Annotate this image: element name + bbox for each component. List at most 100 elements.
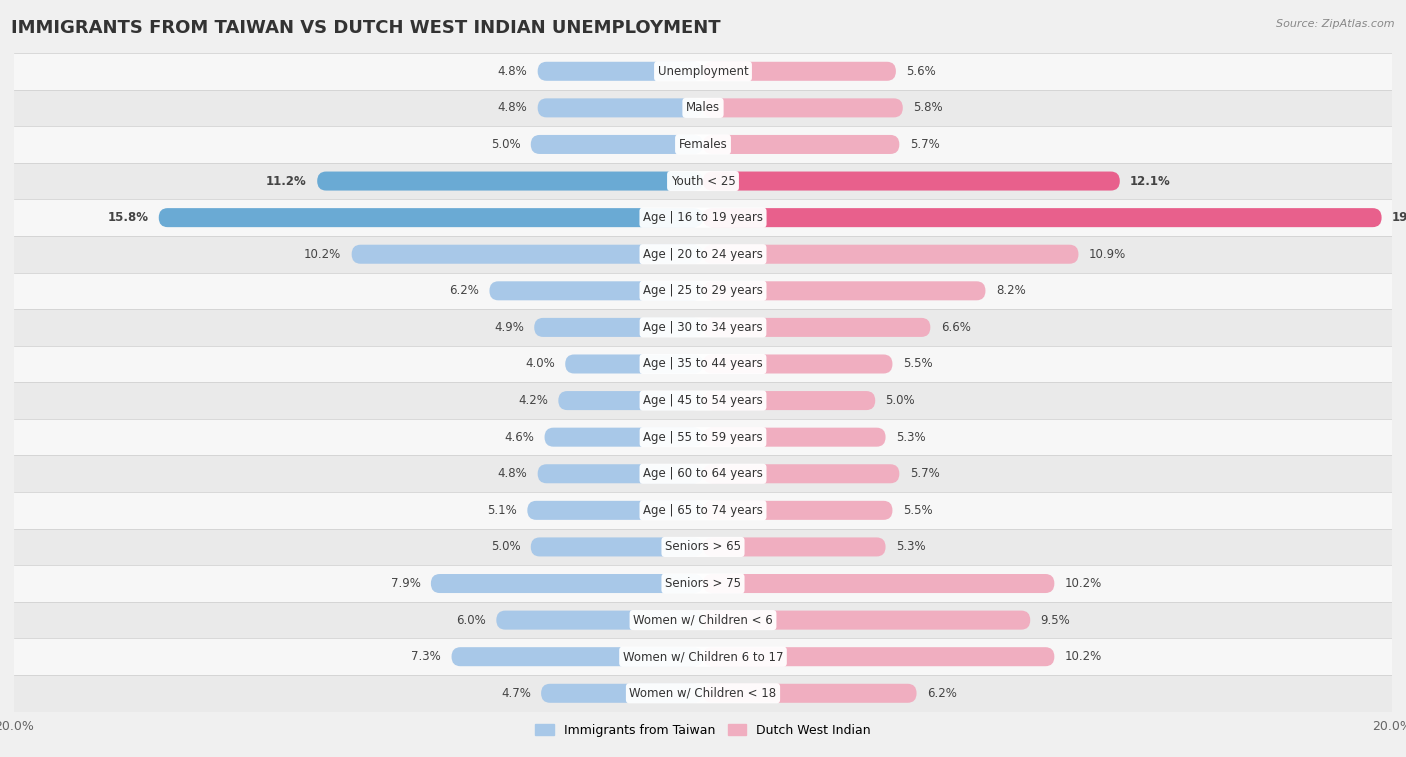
FancyBboxPatch shape <box>531 135 703 154</box>
Bar <box>14 382 1392 419</box>
FancyBboxPatch shape <box>703 501 893 520</box>
FancyBboxPatch shape <box>544 428 703 447</box>
Text: Age | 25 to 29 years: Age | 25 to 29 years <box>643 285 763 298</box>
Text: 7.9%: 7.9% <box>391 577 420 590</box>
FancyBboxPatch shape <box>159 208 703 227</box>
Text: 15.8%: 15.8% <box>107 211 149 224</box>
FancyBboxPatch shape <box>531 537 703 556</box>
FancyBboxPatch shape <box>703 647 1054 666</box>
Bar <box>14 492 1392 528</box>
Text: 19.7%: 19.7% <box>1392 211 1406 224</box>
FancyBboxPatch shape <box>527 501 703 520</box>
FancyBboxPatch shape <box>537 62 703 81</box>
FancyBboxPatch shape <box>703 574 1054 593</box>
Text: Males: Males <box>686 101 720 114</box>
Bar <box>14 675 1392 712</box>
Text: Age | 35 to 44 years: Age | 35 to 44 years <box>643 357 763 370</box>
Text: 4.2%: 4.2% <box>519 394 548 407</box>
Bar <box>14 89 1392 126</box>
FancyBboxPatch shape <box>537 464 703 483</box>
FancyBboxPatch shape <box>703 354 893 373</box>
Text: 6.2%: 6.2% <box>450 285 479 298</box>
Bar <box>14 236 1392 273</box>
Text: Age | 16 to 19 years: Age | 16 to 19 years <box>643 211 763 224</box>
Bar <box>14 638 1392 675</box>
FancyBboxPatch shape <box>703 684 917 702</box>
Text: 5.1%: 5.1% <box>488 504 517 517</box>
Text: 5.0%: 5.0% <box>491 138 520 151</box>
FancyBboxPatch shape <box>496 611 703 630</box>
Text: Women w/ Children 6 to 17: Women w/ Children 6 to 17 <box>623 650 783 663</box>
Text: Age | 55 to 59 years: Age | 55 to 59 years <box>643 431 763 444</box>
Bar <box>14 528 1392 565</box>
Text: IMMIGRANTS FROM TAIWAN VS DUTCH WEST INDIAN UNEMPLOYMENT: IMMIGRANTS FROM TAIWAN VS DUTCH WEST IND… <box>11 19 721 37</box>
FancyBboxPatch shape <box>703 428 886 447</box>
Text: 5.7%: 5.7% <box>910 467 939 480</box>
FancyBboxPatch shape <box>703 391 875 410</box>
FancyBboxPatch shape <box>703 245 1078 263</box>
Text: 4.0%: 4.0% <box>524 357 555 370</box>
Text: 5.3%: 5.3% <box>896 431 925 444</box>
Text: Seniors > 65: Seniors > 65 <box>665 540 741 553</box>
FancyBboxPatch shape <box>451 647 703 666</box>
Text: Age | 30 to 34 years: Age | 30 to 34 years <box>643 321 763 334</box>
Bar <box>14 602 1392 638</box>
Bar <box>14 565 1392 602</box>
Text: 5.7%: 5.7% <box>910 138 939 151</box>
Text: 6.6%: 6.6% <box>941 321 970 334</box>
Bar <box>14 346 1392 382</box>
FancyBboxPatch shape <box>558 391 703 410</box>
FancyBboxPatch shape <box>703 318 931 337</box>
FancyBboxPatch shape <box>489 282 703 301</box>
Legend: Immigrants from Taiwan, Dutch West Indian: Immigrants from Taiwan, Dutch West India… <box>530 718 876 742</box>
FancyBboxPatch shape <box>703 98 903 117</box>
Text: 5.0%: 5.0% <box>491 540 520 553</box>
Bar <box>14 53 1392 89</box>
Text: 4.7%: 4.7% <box>501 687 531 699</box>
Text: Seniors > 75: Seniors > 75 <box>665 577 741 590</box>
Text: 7.3%: 7.3% <box>412 650 441 663</box>
Bar <box>14 273 1392 309</box>
Bar <box>14 126 1392 163</box>
Text: Females: Females <box>679 138 727 151</box>
Bar <box>14 456 1392 492</box>
FancyBboxPatch shape <box>703 135 900 154</box>
Text: 4.9%: 4.9% <box>494 321 524 334</box>
Text: 4.8%: 4.8% <box>498 467 527 480</box>
FancyBboxPatch shape <box>703 172 1119 191</box>
FancyBboxPatch shape <box>430 574 703 593</box>
FancyBboxPatch shape <box>565 354 703 373</box>
FancyBboxPatch shape <box>541 684 703 702</box>
FancyBboxPatch shape <box>703 464 900 483</box>
Text: Women w/ Children < 18: Women w/ Children < 18 <box>630 687 776 699</box>
Text: 6.0%: 6.0% <box>456 614 486 627</box>
Text: Source: ZipAtlas.com: Source: ZipAtlas.com <box>1277 19 1395 29</box>
FancyBboxPatch shape <box>352 245 703 263</box>
Bar <box>14 309 1392 346</box>
Text: 4.8%: 4.8% <box>498 65 527 78</box>
Text: 5.5%: 5.5% <box>903 357 932 370</box>
Bar <box>14 163 1392 199</box>
Text: Unemployment: Unemployment <box>658 65 748 78</box>
Text: Age | 45 to 54 years: Age | 45 to 54 years <box>643 394 763 407</box>
FancyBboxPatch shape <box>534 318 703 337</box>
Text: 5.0%: 5.0% <box>886 394 915 407</box>
Text: Women w/ Children < 6: Women w/ Children < 6 <box>633 614 773 627</box>
Text: 6.2%: 6.2% <box>927 687 956 699</box>
Text: 5.3%: 5.3% <box>896 540 925 553</box>
FancyBboxPatch shape <box>703 611 1031 630</box>
FancyBboxPatch shape <box>703 282 986 301</box>
FancyBboxPatch shape <box>703 208 1382 227</box>
Bar <box>14 419 1392 456</box>
Text: Age | 60 to 64 years: Age | 60 to 64 years <box>643 467 763 480</box>
Text: 10.2%: 10.2% <box>1064 650 1102 663</box>
Text: 10.9%: 10.9% <box>1088 248 1126 260</box>
FancyBboxPatch shape <box>703 62 896 81</box>
Text: 10.2%: 10.2% <box>1064 577 1102 590</box>
FancyBboxPatch shape <box>537 98 703 117</box>
Text: 9.5%: 9.5% <box>1040 614 1070 627</box>
Text: 5.5%: 5.5% <box>903 504 932 517</box>
Text: 5.8%: 5.8% <box>912 101 943 114</box>
Text: Youth < 25: Youth < 25 <box>671 175 735 188</box>
Text: 5.6%: 5.6% <box>907 65 936 78</box>
